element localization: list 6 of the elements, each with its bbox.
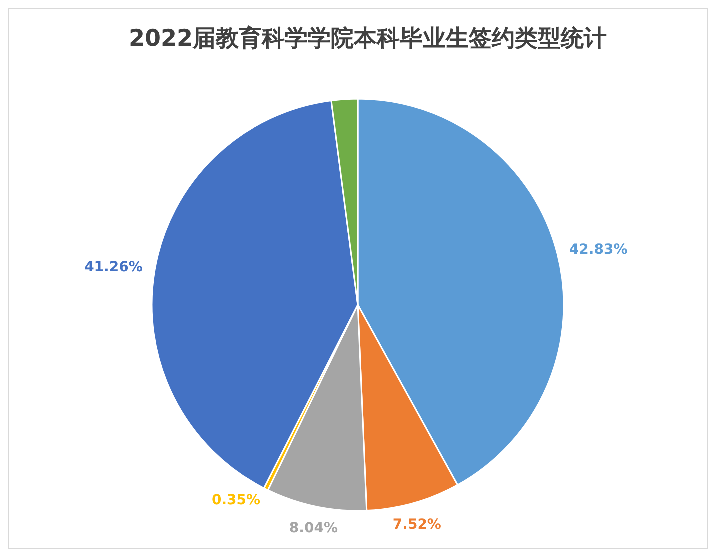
data-label: 42.83% [569,242,628,258]
data-label: 41.26% [84,259,143,276]
data-label: 8.04% [289,520,338,537]
chart-title: 2022届教育科学学院本科毕业生签约类型统计 [128,25,608,52]
data-label: 0.35% [212,492,261,508]
data-label: 7.52% [392,517,442,534]
